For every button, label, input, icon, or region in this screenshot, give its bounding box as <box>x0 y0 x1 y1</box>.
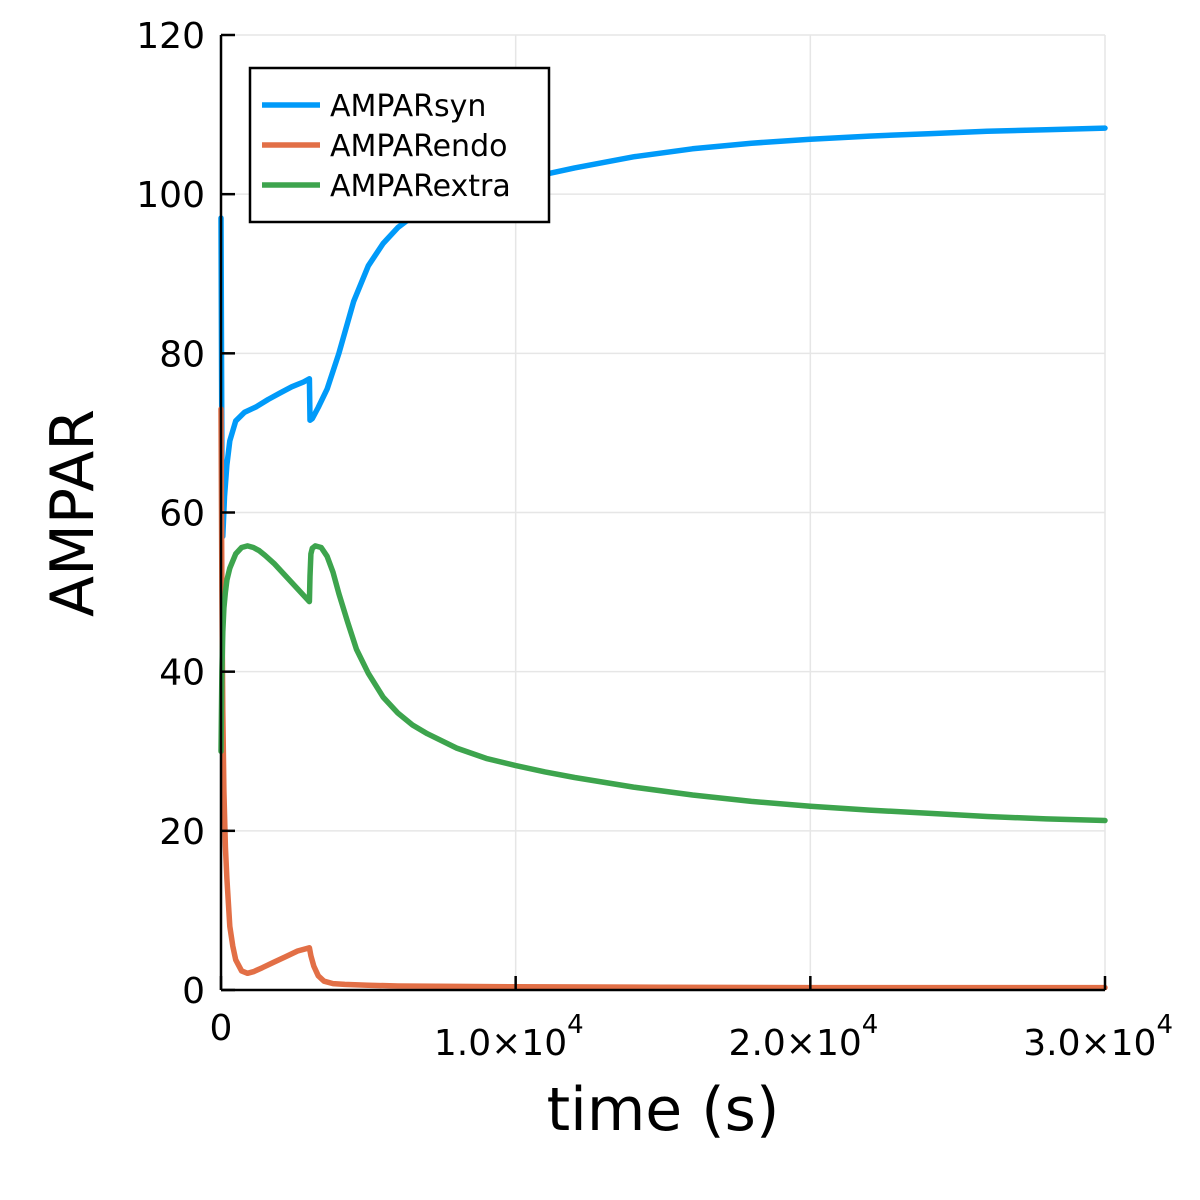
x-axis-title: time (s) <box>547 1075 780 1145</box>
x-tick-label: 3.0×104 <box>1023 1010 1173 1064</box>
x-tick-label: 1.0×104 <box>434 1010 584 1064</box>
legend-label-amparsyn: AMPARsyn <box>330 89 486 124</box>
legend-label-amparextra: AMPARextra <box>330 169 511 204</box>
y-axis-title: AMPAR <box>38 409 108 617</box>
legend: AMPARsyn AMPARendo AMPARextra <box>248 66 551 224</box>
series-layer <box>218 125 1108 991</box>
y-tick-label: 80 <box>159 334 205 375</box>
legend-label-amparendo: AMPARendo <box>330 129 507 164</box>
y-tick-label: 100 <box>136 175 205 216</box>
tick-labels: 0 20 40 60 80 100 120 0 1.0×104 2.0×104 3.0×104 <box>136 16 1173 1064</box>
x-tick-label: 0 <box>210 1008 233 1049</box>
grid-lines <box>220 34 1106 991</box>
y-tick-label: 40 <box>159 653 205 694</box>
series-line-amparsyn <box>218 125 1108 540</box>
series-line-amparendo <box>218 406 1108 991</box>
y-tick-label: 20 <box>159 812 205 853</box>
axes <box>219 33 1107 992</box>
y-tick-label: 120 <box>136 16 205 57</box>
series-line-amparextra <box>218 543 1108 824</box>
x-tick-label: 2.0×104 <box>729 1010 879 1064</box>
y-tick-label: 0 <box>182 971 205 1012</box>
y-tick-label: 60 <box>159 494 205 535</box>
